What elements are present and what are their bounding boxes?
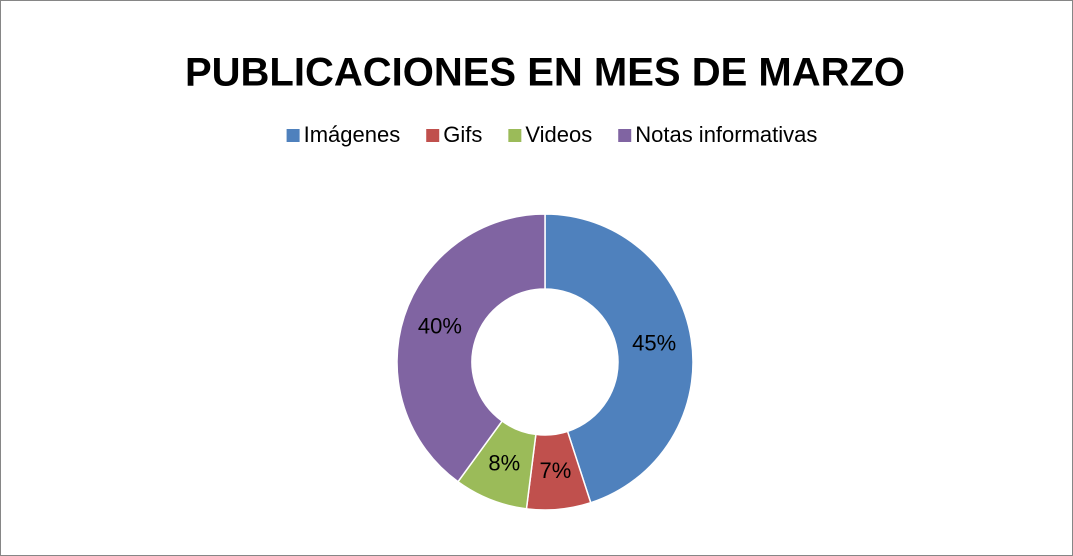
data-label: 45% (632, 331, 676, 356)
legend-label: Imágenes (304, 122, 401, 147)
legend-label: Notas informativas (635, 122, 817, 147)
data-label: 7% (540, 458, 572, 483)
donut-slice (396, 213, 546, 483)
legend-label: Videos (525, 122, 592, 147)
legend-swatch (426, 129, 440, 142)
legend-label: Gifs (443, 122, 482, 147)
legend-swatch (286, 129, 300, 142)
data-label: 40% (418, 314, 462, 339)
donut-slice (544, 213, 694, 504)
chart-title: PUBLICACIONES EN MES DE MARZO (185, 51, 905, 95)
data-label: 8% (488, 451, 520, 476)
legend-swatch (508, 129, 522, 142)
legend: Imágenes Gifs Videos Notas informativas (286, 122, 817, 147)
legend-swatch (618, 129, 632, 142)
